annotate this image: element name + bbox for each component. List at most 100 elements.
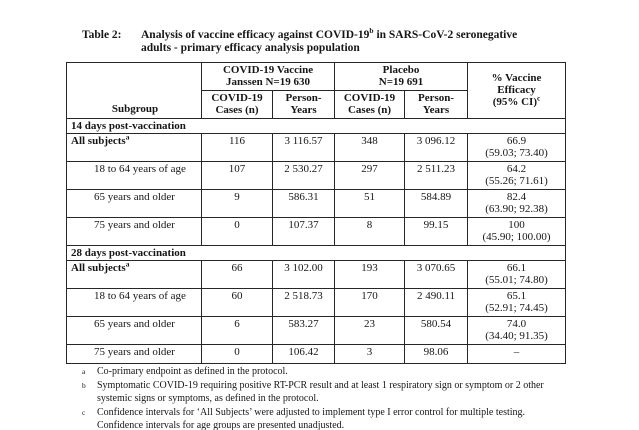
- table-row-all-subjects: All subjectsa 116 3 116.57 348 3 096.12 …: [66, 131, 567, 162]
- efficacy-ci: (52.91; 74.45): [485, 301, 548, 314]
- cell-placebo-person-years: 580.54: [404, 315, 469, 345]
- cell-placebo-person-years: 3 096.12: [404, 132, 469, 162]
- efficacy-ci: (59.03; 73.40): [485, 146, 548, 159]
- footnote-text: Symptomatic COVID-19 requiring positive …: [97, 380, 544, 405]
- cell-subgroup: 18 to 64 years of age: [66, 287, 202, 317]
- footnote-marker-c: c: [82, 408, 86, 418]
- efficacy-value: 74.0: [506, 317, 527, 330]
- header-vaccine-group: COVID-19 Vaccine Janssen N=19 630: [200, 62, 336, 91]
- cell-vaccine-cases: 107: [201, 160, 273, 190]
- cell-vaccine-efficacy: 64.2 (55.26; 71.61): [467, 160, 567, 190]
- header-py-line2: Years: [422, 103, 450, 116]
- cell-vaccine-cases: 9: [201, 188, 273, 218]
- footnote-marker-a: a: [82, 367, 86, 376]
- efficacy-ci: (34.40; 91.35): [485, 329, 548, 342]
- header-placebo-group-line1: Placebo: [382, 64, 420, 76]
- header-vaccine-efficacy: % Vaccine Efficacy (95% CI)c: [467, 62, 567, 119]
- table-row-65-and-older: 65 years and older 9 586.31 51 584.89 82…: [66, 188, 567, 218]
- cell-placebo-cases: 3: [334, 343, 406, 364]
- efficacy-table: Subgroup COVID-19 Vaccine Janssen N=19 6…: [65, 62, 567, 364]
- efficacy-value: 100: [508, 218, 525, 231]
- caption-text-part1: Analysis of vaccine efficacy against COV…: [141, 29, 370, 41]
- table-row-18-to-64: 18 to 64 years of age 60 2 518.73 170 2 …: [66, 287, 567, 317]
- cell-subgroup: 75 years and older: [66, 343, 202, 364]
- cell-placebo-person-years: 3 070.65: [404, 259, 469, 289]
- footnote-ref-a: a: [125, 258, 130, 268]
- efficacy-value: 64.2: [506, 162, 527, 175]
- header-vaccine-group-line2: Janssen N=19 630: [226, 76, 310, 89]
- footnote-line: Confidence intervals for age groups are …: [97, 419, 345, 430]
- table-caption-label: Table 2:: [82, 29, 122, 41]
- cell-placebo-cases: 170: [334, 287, 406, 317]
- efficacy-ci: (55.01; 74.80): [485, 273, 548, 286]
- cell-subgroup: 65 years and older: [66, 188, 202, 218]
- cell-vaccine-efficacy: 100 (45.90; 100.00): [467, 216, 567, 246]
- cell-placebo-cases: 23: [334, 315, 406, 345]
- header-placebo-group-line2: N=19 691: [378, 76, 424, 89]
- cell-placebo-cases: 51: [334, 188, 406, 218]
- header-vaccine-person-years: Person- Years: [271, 89, 336, 119]
- footnote-line: Confidence intervals for ‘All Subjects’ …: [97, 407, 526, 419]
- header-group-row: Subgroup COVID-19 Vaccine Janssen N=19 6…: [66, 62, 567, 119]
- cell-placebo-cases: 297: [334, 160, 406, 190]
- table-caption-text: Analysis of vaccine efficacy against COV…: [141, 26, 521, 55]
- footnote-text: Co-primary endpoint as defined in the pr…: [97, 366, 288, 378]
- header-efficacy-line3: (95% CI)c: [470, 95, 563, 109]
- header-placebo-group: Placebo N=19 691: [334, 62, 469, 91]
- cell-vaccine-person-years: 586.31: [271, 188, 336, 218]
- header-vaccine-group-line1: COVID-19 Vaccine: [222, 64, 314, 76]
- header-py-line1: Person-: [285, 91, 322, 104]
- cell-vaccine-efficacy: 66.9 (59.03; 73.40): [467, 132, 567, 162]
- cell-vaccine-cases: 6: [201, 315, 273, 345]
- footnote-ref-b: b: [369, 26, 374, 36]
- footnote-marker-b: b: [82, 381, 86, 391]
- cell-vaccine-cases: 116: [201, 132, 273, 162]
- header-py-line1: Person-: [417, 91, 455, 104]
- section-header: 14 days post-vaccination: [65, 117, 567, 134]
- cell-subgroup: 75 years and older: [66, 216, 202, 246]
- header-placebo-person-years: Person- Years: [404, 89, 469, 119]
- footnote-line: Symptomatic COVID-19 requiring positive …: [97, 380, 544, 392]
- cell-placebo-person-years: 584.89: [404, 188, 469, 218]
- cell-vaccine-efficacy: 82.4 (63.90; 92.38): [467, 188, 567, 218]
- table-caption-line1: Analysis of vaccine efficacy against COV…: [141, 26, 521, 42]
- cell-vaccine-person-years: 107.37: [271, 216, 336, 246]
- cell-vaccine-person-years: 2 530.27: [271, 160, 336, 190]
- efficacy-ci: (45.90; 100.00): [482, 230, 551, 243]
- cell-placebo-person-years: 99.15: [404, 216, 469, 246]
- cell-subgroup: 18 to 64 years of age: [66, 160, 202, 190]
- cell-placebo-person-years: 2 511.23: [404, 160, 469, 190]
- efficacy-ci: (55.26; 71.61): [485, 174, 548, 187]
- cell-placebo-cases: 348: [334, 132, 406, 162]
- cell-vaccine-efficacy: –: [467, 343, 567, 364]
- cell-subgroup: All subjectsa: [66, 131, 202, 162]
- header-sub-row: COVID-19 Cases (n) Person- Years COVID-1…: [67, 89, 566, 119]
- header-cases-line1: COVID-19: [211, 91, 263, 104]
- header-py-line2: Years: [290, 103, 317, 116]
- footnote-line: systemic signs or symptoms, as defined i…: [97, 392, 319, 404]
- cell-vaccine-person-years: 106.42: [271, 343, 336, 364]
- cell-vaccine-person-years: 583.27: [271, 315, 336, 345]
- footnote-a: a Co-primary endpoint as defined in the …: [82, 366, 562, 378]
- table-caption-line2: adults - primary efficacy analysis popul…: [141, 42, 360, 54]
- header-subgroup: Subgroup: [66, 62, 202, 119]
- cell-vaccine-person-years: 2 518.73: [271, 287, 336, 317]
- cell-vaccine-efficacy: 65.1 (52.91; 74.45): [467, 287, 567, 317]
- footnote-ref-a: a: [125, 131, 130, 141]
- cell-vaccine-person-years: 3 102.00: [271, 259, 336, 289]
- efficacy-value: 66.9: [506, 134, 527, 147]
- cell-placebo-cases: 8: [334, 216, 406, 246]
- efficacy-ci: (63.90; 92.38): [485, 202, 548, 215]
- cell-vaccine-efficacy: 66.1 (55.01; 74.80): [467, 259, 567, 289]
- table-caption: Table 2: Analysis of vaccine efficacy ag…: [82, 26, 521, 55]
- header-cases-line2: Cases (n): [347, 103, 392, 116]
- table-row-18-to-64: 18 to 64 years of age 107 2 530.27 297 2…: [66, 160, 567, 190]
- table-row-75-and-older: 75 years and older 0 106.42 3 98.06 –: [66, 343, 567, 364]
- header-placebo-cases: COVID-19 Cases (n): [334, 89, 406, 119]
- section-row-28-days: 28 days post-vaccination: [65, 244, 567, 261]
- section-row-14-days: 14 days post-vaccination: [65, 117, 567, 134]
- table-row-65-and-older: 65 years and older 6 583.27 23 580.54 74…: [66, 315, 567, 345]
- cell-vaccine-cases: 0: [201, 343, 273, 364]
- header-cases-line2: Cases (n): [215, 103, 259, 116]
